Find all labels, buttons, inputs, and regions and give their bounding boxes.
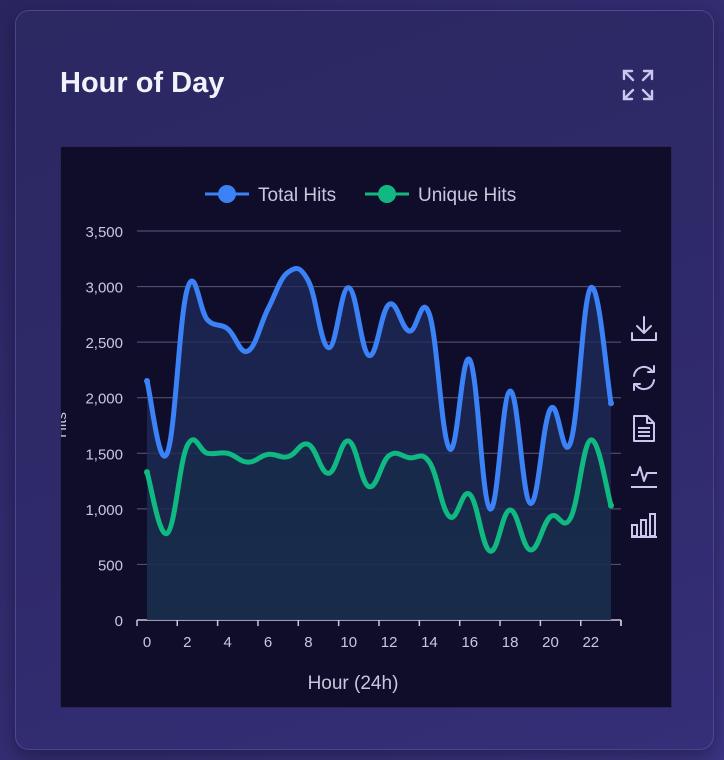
x-axis-label: Hour (24h)	[308, 673, 399, 694]
y-tick-label: 500	[98, 557, 123, 574]
expand-button[interactable]	[620, 67, 656, 103]
x-tick-label: 20	[542, 634, 559, 651]
card-title: Hour of Day	[60, 67, 225, 99]
y-tick-label: 1,000	[85, 502, 123, 519]
x-tick-label: 18	[502, 634, 519, 651]
x-tick-label: 12	[381, 634, 398, 651]
legend-swatch-dot	[218, 185, 236, 203]
hour-of-day-card: Hour of Day To	[15, 10, 714, 750]
x-tick-label: 16	[461, 634, 478, 651]
y-tick-label: 0	[115, 613, 123, 630]
line-chart-button[interactable]	[627, 459, 661, 493]
total-hits-point[interactable]	[608, 400, 614, 407]
unique-hits-area	[147, 439, 611, 620]
bar-chart-icon	[631, 513, 657, 538]
y-axis: 0 500 1,000 1,500 2,000 2,500 3,000 3,500	[85, 224, 123, 630]
legend-item-total-hits[interactable]: Total Hits	[205, 185, 336, 206]
unique-hits-point[interactable]	[608, 502, 614, 509]
x-tick-label: 22	[582, 634, 599, 651]
document-icon	[633, 415, 655, 442]
unique-hits-line	[144, 437, 614, 554]
expand-icon	[622, 69, 654, 101]
legend-label-unique: Unique Hits	[418, 185, 516, 206]
x-tick-label: 10	[340, 634, 357, 651]
y-tick-label: 2,000	[85, 391, 123, 408]
x-axis: 0 2 4 6 8 10 12 14 16 18 20 22	[136, 619, 622, 651]
x-tick-label: 4	[224, 634, 232, 651]
x-tick-label: 2	[183, 634, 191, 651]
chart-frame: Total Hits Unique Hits 0 500 1,000 1,500 2,0…	[53, 146, 672, 708]
y-tick-label: 3,000	[85, 280, 123, 297]
download-icon	[631, 316, 657, 341]
hour-of-day-chart: Total Hits Unique Hits 0 500 1,000 1,500 2,0…	[53, 185, 661, 694]
total-hits-line	[144, 266, 614, 512]
unique-hits-point[interactable]	[144, 469, 150, 476]
y-tick-label: 1,500	[85, 446, 123, 463]
y-axis-label: Hits	[61, 412, 70, 438]
x-tick-label: 6	[264, 634, 272, 651]
series-lines	[144, 266, 614, 554]
legend: Total Hits Unique Hits	[205, 185, 516, 206]
total-hits-point[interactable]	[144, 378, 150, 385]
line-chart-icon	[631, 466, 657, 488]
chart-toolbox	[627, 311, 661, 541]
data-view-button[interactable]	[627, 411, 661, 445]
y-tick-label: 2,500	[85, 335, 123, 352]
legend-swatch-dot	[378, 185, 396, 203]
download-button[interactable]	[627, 311, 661, 345]
legend-item-unique-hits[interactable]: Unique Hits	[365, 185, 516, 206]
x-tick-label: 8	[304, 634, 312, 651]
x-tick-label: 0	[143, 634, 151, 651]
refresh-icon	[633, 365, 655, 391]
refresh-button[interactable]	[627, 361, 661, 395]
bar-chart-button[interactable]	[627, 507, 661, 541]
y-tick-label: 3,500	[85, 224, 123, 241]
x-tick-label: 14	[421, 634, 438, 651]
series-areas	[147, 268, 611, 620]
legend-label-total: Total Hits	[258, 185, 336, 206]
